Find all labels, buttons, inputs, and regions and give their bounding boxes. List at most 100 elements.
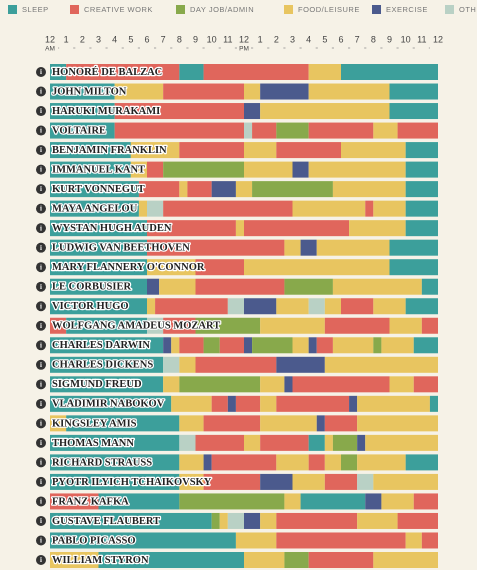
info-i: i <box>40 166 42 174</box>
info-icon <box>36 67 46 77</box>
activity-segment <box>292 161 309 178</box>
activity-segment <box>50 395 172 412</box>
activity-segment <box>324 434 333 451</box>
activity-segment <box>235 220 244 237</box>
tick-bg <box>285 42 300 54</box>
activity-segment <box>373 298 406 315</box>
activity-segment <box>365 200 374 217</box>
activity-segment <box>284 493 301 510</box>
info-i: i <box>40 205 42 213</box>
x-tick-label: 12 <box>239 34 249 44</box>
activity-segment <box>300 239 317 256</box>
info-icon <box>36 476 46 487</box>
activity-segment <box>365 493 382 510</box>
activity-segment <box>341 64 438 80</box>
activity-segment <box>373 337 382 354</box>
activity-segment <box>179 376 261 393</box>
tick-bg <box>317 42 332 54</box>
activity-segment <box>389 376 414 393</box>
info-icon <box>36 106 46 117</box>
x-tick-label: 2 <box>274 34 279 44</box>
person-name: THOMAS MANN <box>52 438 134 449</box>
activity-segment <box>260 376 285 393</box>
x-tick-label: 11 <box>223 34 232 44</box>
person-name: BENJAMIN FRANKLIN <box>52 145 167 156</box>
activity-segment <box>50 103 115 120</box>
info-i: i <box>40 380 42 388</box>
activity-segment <box>235 181 253 198</box>
activity-segment <box>381 337 414 354</box>
legend-label: CREATIVE WORK <box>84 5 153 14</box>
info-icon <box>36 340 46 351</box>
person-name: HONORÉ DE BALZAC <box>52 66 162 78</box>
activity-segment <box>203 454 212 471</box>
legend-swatch <box>284 5 293 14</box>
activity-segment <box>397 512 438 529</box>
tick-bg <box>431 42 445 54</box>
activity-segment <box>244 83 261 100</box>
activity-segment <box>244 142 277 159</box>
activity-segment <box>203 473 261 490</box>
activity-segment <box>50 278 147 295</box>
activity-segment <box>244 220 350 237</box>
activity-segment <box>147 200 164 217</box>
info-i: i <box>40 439 42 447</box>
activity-segment <box>50 142 131 159</box>
legend-swatch <box>8 5 17 14</box>
activity-segment <box>260 434 309 451</box>
activity-segment <box>276 356 325 373</box>
activity-segment <box>324 356 438 373</box>
info-i: i <box>40 283 42 291</box>
activity-segment <box>405 161 438 178</box>
activity-segment <box>413 337 438 354</box>
activity-segment <box>373 122 398 139</box>
legend-swatch <box>176 5 185 14</box>
person-name: WYSTAN HUGH AUDEN <box>52 223 172 234</box>
activity-segment <box>171 337 180 354</box>
activity-segment <box>300 493 366 510</box>
x-tick-label: 3 <box>290 34 295 44</box>
activity-segment <box>130 142 180 159</box>
activity-segment <box>405 200 438 217</box>
x-tick-label: 8 <box>177 34 182 44</box>
tick-bg <box>43 42 57 54</box>
tick-bg <box>414 42 429 54</box>
info-i: i <box>40 498 42 506</box>
x-tick-label: 11 <box>417 34 426 44</box>
activity-segment <box>50 239 147 256</box>
activity-segment <box>276 395 350 412</box>
activity-segment <box>147 298 156 315</box>
activity-segment <box>397 122 438 139</box>
info-icon <box>36 379 46 390</box>
activity-segment <box>357 395 430 412</box>
activity-segment <box>260 415 317 432</box>
activity-segment <box>244 122 253 139</box>
activity-segment <box>50 415 67 432</box>
activity-segment <box>405 454 438 471</box>
info-icon <box>36 242 46 253</box>
info-i: i <box>40 517 42 525</box>
activity-segment <box>195 278 285 295</box>
activity-segment <box>179 493 285 510</box>
info-icon <box>36 457 46 468</box>
activity-segment <box>373 552 438 568</box>
person-name: LE CORBUSIER <box>52 282 131 293</box>
activity-segment <box>114 122 245 139</box>
person-name: VICTOR HUGO <box>52 301 129 312</box>
activity-segment <box>244 337 253 354</box>
activity-segment <box>292 376 390 393</box>
activity-segment <box>389 259 438 276</box>
activity-segment <box>203 337 220 354</box>
activity-segment <box>341 142 406 159</box>
tick-bg <box>75 42 90 54</box>
activity-segment <box>163 356 180 373</box>
info-i: i <box>40 400 42 408</box>
x-tick-label: 12 <box>433 34 443 44</box>
activity-segment <box>163 317 196 334</box>
activity-segment <box>260 103 390 120</box>
activity-segment <box>50 64 67 80</box>
info-i: i <box>40 302 42 310</box>
activity-segment <box>50 473 180 490</box>
activity-segment <box>308 337 317 354</box>
info-icon <box>36 223 46 234</box>
